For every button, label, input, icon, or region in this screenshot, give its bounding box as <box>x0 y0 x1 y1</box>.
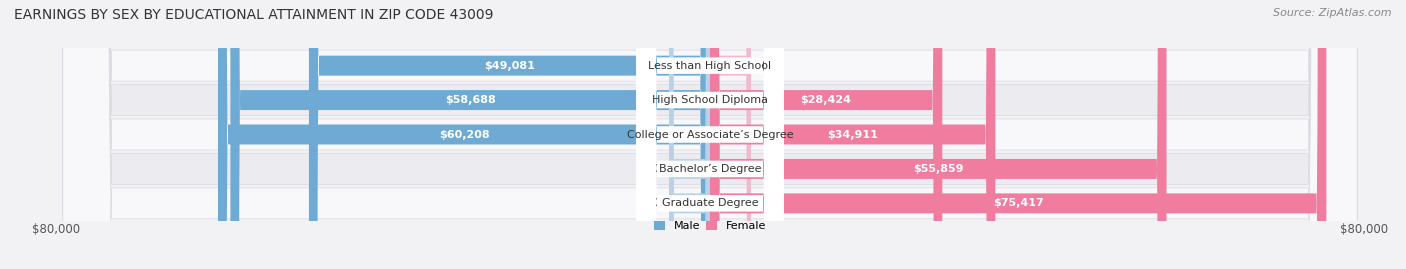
Text: $28,424: $28,424 <box>800 95 852 105</box>
Text: College or Associate’s Degree: College or Associate’s Degree <box>627 129 793 140</box>
FancyBboxPatch shape <box>63 0 1357 269</box>
FancyBboxPatch shape <box>637 0 783 269</box>
Text: $34,911: $34,911 <box>827 129 879 140</box>
FancyBboxPatch shape <box>669 0 710 269</box>
Text: High School Diploma: High School Diploma <box>652 95 768 105</box>
FancyBboxPatch shape <box>710 0 995 269</box>
FancyBboxPatch shape <box>63 0 1357 269</box>
Text: Source: ZipAtlas.com: Source: ZipAtlas.com <box>1274 8 1392 18</box>
Text: $0: $0 <box>645 198 661 208</box>
FancyBboxPatch shape <box>637 0 783 269</box>
FancyBboxPatch shape <box>710 0 942 269</box>
FancyBboxPatch shape <box>63 0 1357 269</box>
Text: $49,081: $49,081 <box>484 61 534 71</box>
Text: $60,208: $60,208 <box>439 129 489 140</box>
Text: $0: $0 <box>645 164 661 174</box>
FancyBboxPatch shape <box>710 0 751 269</box>
FancyBboxPatch shape <box>637 0 783 269</box>
Text: $58,688: $58,688 <box>444 95 495 105</box>
Text: $0: $0 <box>759 61 775 71</box>
FancyBboxPatch shape <box>63 0 1357 269</box>
Text: Bachelor’s Degree: Bachelor’s Degree <box>659 164 761 174</box>
Text: EARNINGS BY SEX BY EDUCATIONAL ATTAINMENT IN ZIP CODE 43009: EARNINGS BY SEX BY EDUCATIONAL ATTAINMEN… <box>14 8 494 22</box>
Text: Graduate Degree: Graduate Degree <box>662 198 758 208</box>
FancyBboxPatch shape <box>637 0 783 269</box>
FancyBboxPatch shape <box>63 0 1357 269</box>
FancyBboxPatch shape <box>669 0 710 269</box>
Legend: Male, Female: Male, Female <box>650 217 770 236</box>
FancyBboxPatch shape <box>637 0 783 269</box>
Text: Less than High School: Less than High School <box>648 61 772 71</box>
FancyBboxPatch shape <box>710 0 1167 269</box>
Text: $75,417: $75,417 <box>993 198 1043 208</box>
FancyBboxPatch shape <box>309 0 710 269</box>
FancyBboxPatch shape <box>218 0 710 269</box>
FancyBboxPatch shape <box>710 0 1326 269</box>
Text: $55,859: $55,859 <box>912 164 963 174</box>
FancyBboxPatch shape <box>231 0 710 269</box>
